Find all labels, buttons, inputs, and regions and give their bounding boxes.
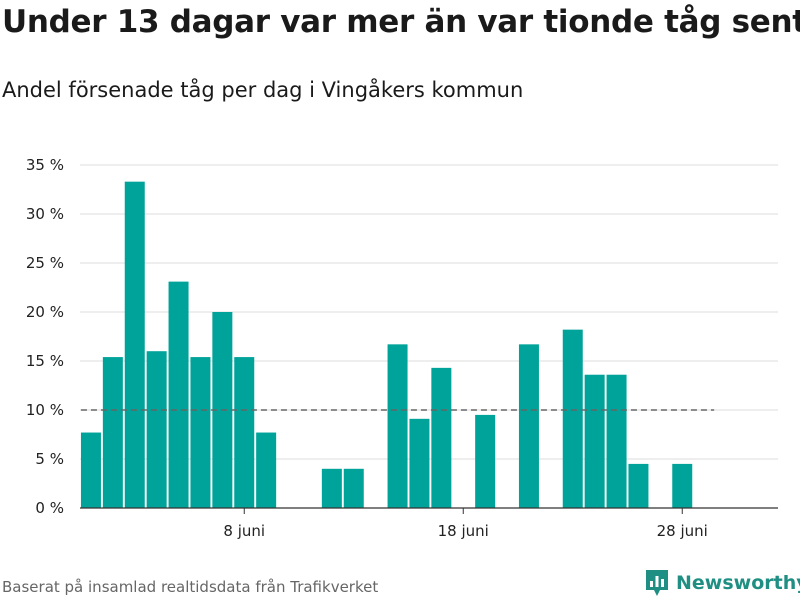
y-tick-label: 30 % xyxy=(26,205,64,223)
bar xyxy=(190,357,211,508)
bar xyxy=(343,468,364,508)
x-tick-label: 28 juni xyxy=(657,522,708,540)
bar xyxy=(518,344,539,508)
bar xyxy=(628,463,649,508)
bar-chart: 0 % 5 % 10 % 15 % 20 % 25 % 30 % 35 % 8 juni 18 j… xyxy=(26,156,778,540)
bar xyxy=(475,414,496,508)
bar xyxy=(234,357,255,508)
bar xyxy=(431,367,452,508)
bar xyxy=(672,463,693,508)
bars xyxy=(80,181,693,508)
bar xyxy=(146,351,167,508)
axes: 0 % 5 % 10 % 15 % 20 % 25 % 30 % 35 % 8 juni 18 j… xyxy=(26,156,778,540)
y-tick-label: 0 % xyxy=(35,499,64,517)
y-tick-label: 25 % xyxy=(26,254,64,272)
brand-logo: Newsworthy xyxy=(644,568,800,598)
y-tick-label: 10 % xyxy=(26,401,64,419)
y-tick-label: 5 % xyxy=(35,450,64,468)
bar xyxy=(102,357,123,508)
bar xyxy=(256,432,277,508)
y-tick-label: 20 % xyxy=(26,303,64,321)
x-tick-label: 8 juni xyxy=(223,522,265,540)
bar xyxy=(168,281,189,508)
bar xyxy=(584,374,605,508)
source-note: Baserat på insamlad realtidsdata från Tr… xyxy=(2,578,379,596)
bar xyxy=(409,418,430,508)
chart-subtitle: Andel försenade tåg per dag i Vingåkers … xyxy=(2,78,524,102)
brand-name: Newsworthy xyxy=(676,572,800,594)
bar xyxy=(562,329,583,508)
y-tick-label: 15 % xyxy=(26,352,64,370)
bar xyxy=(387,344,408,508)
bar xyxy=(124,181,145,508)
y-tick-label: 35 % xyxy=(26,156,64,174)
bar xyxy=(80,432,101,508)
x-tick-label: 18 juni xyxy=(438,522,489,540)
bar-chart-logo-icon xyxy=(646,570,668,596)
bar xyxy=(606,374,627,508)
bar xyxy=(321,468,342,508)
chart-title: Under 13 dagar var mer än var tionde tåg… xyxy=(2,4,800,40)
